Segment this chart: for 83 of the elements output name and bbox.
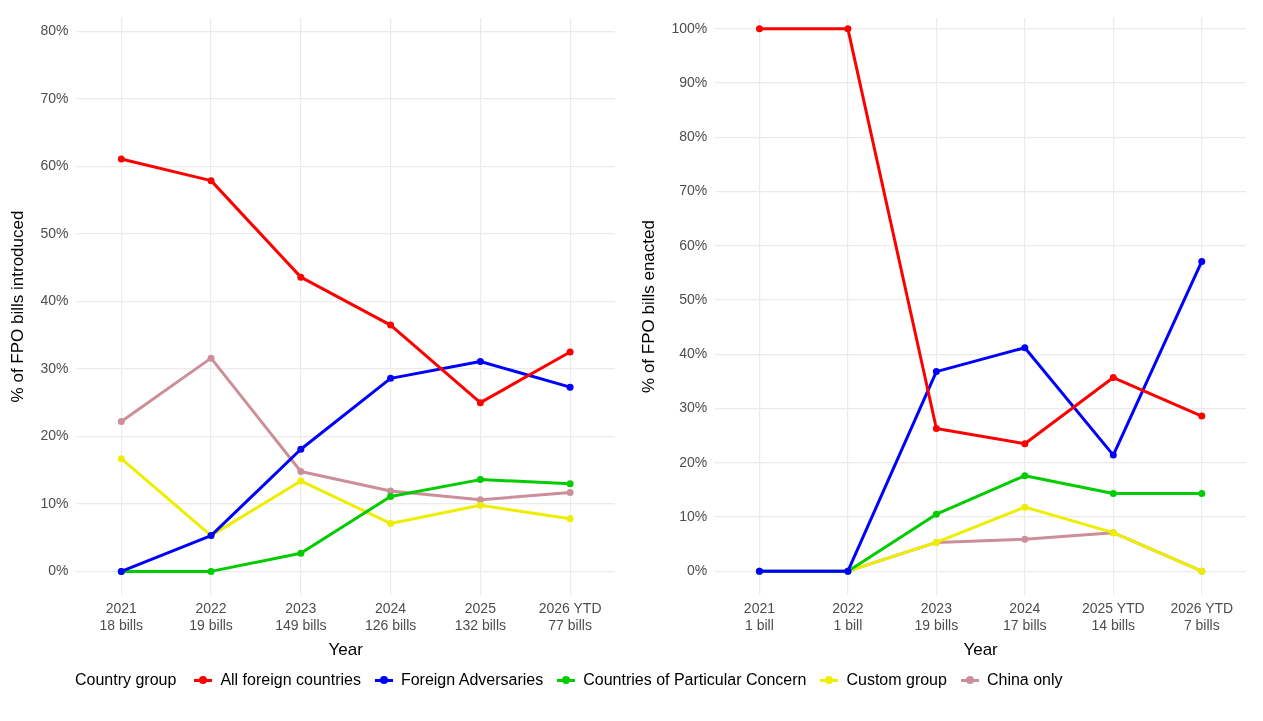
- y-tick-label: 80%: [40, 22, 69, 39]
- point: [476, 399, 484, 407]
- legend-label: Countries of Particular Concern: [583, 671, 807, 689]
- point: [387, 374, 395, 382]
- y-tick-label: 60%: [679, 236, 708, 253]
- y-tick-label: 0%: [686, 562, 708, 578]
- point: [297, 468, 305, 475]
- point: [387, 321, 395, 329]
- point: [1198, 490, 1206, 498]
- y-tick-label: 10%: [679, 507, 708, 524]
- y-axis-title: % of FPO bills introduced: [7, 210, 27, 403]
- point: [566, 515, 574, 523]
- legend-label: Foreign Adversaries: [400, 671, 544, 689]
- x-axis-title: Year: [963, 640, 999, 660]
- point: [476, 501, 484, 509]
- y-tick-label: 10%: [40, 494, 69, 511]
- y-axis-title: % of FPO bills enacted: [638, 220, 658, 393]
- x-tick-label: 2022 19 bills: [189, 600, 233, 634]
- legend-label: Custom group: [846, 671, 947, 689]
- point: [297, 549, 305, 557]
- x-tick-label: 2024 126 bills: [364, 600, 417, 634]
- point: [566, 488, 574, 496]
- x-tick-label: 2026 YTD 77 bills: [538, 600, 602, 634]
- point: [476, 496, 484, 504]
- point: [566, 383, 574, 391]
- x-tick-label: 2025 YTD 14 bills: [1081, 600, 1145, 634]
- point: [476, 476, 484, 484]
- y-tick-label: 30%: [40, 359, 69, 376]
- y-tick-label: 100%: [671, 19, 708, 36]
- point: [844, 25, 852, 33]
- y-tick-label: 70%: [40, 89, 69, 106]
- point: [117, 455, 125, 463]
- point: [755, 25, 763, 33]
- legend-label: China only: [986, 671, 1063, 689]
- point: [1198, 257, 1206, 265]
- point: [1021, 344, 1029, 352]
- x-tick-label: 2022 1 bill: [832, 600, 864, 634]
- x-tick-label: 2021 18 bills: [99, 600, 144, 634]
- point: [297, 273, 305, 281]
- y-tick-label: 50%: [679, 290, 708, 307]
- y-tick-label: 80%: [679, 128, 708, 145]
- y-tick-label: 70%: [679, 182, 708, 199]
- x-tick-label: 2023 149 bills: [275, 600, 327, 634]
- point: [387, 492, 395, 500]
- point: [207, 567, 215, 575]
- point: [932, 425, 940, 433]
- point: [1021, 440, 1029, 448]
- y-tick-label: 40%: [679, 345, 708, 362]
- y-tick-label: 40%: [40, 292, 69, 309]
- point: [476, 358, 484, 365]
- point: [1109, 490, 1117, 498]
- point: [207, 177, 215, 185]
- legend-title: Country group: [75, 671, 177, 689]
- x-tick-label: 2023 19 bills: [914, 600, 959, 634]
- y-tick-label: 20%: [40, 427, 69, 444]
- point: [1109, 451, 1117, 459]
- point: [1021, 472, 1029, 480]
- x-tick-label: 2021 1 bill: [743, 600, 776, 634]
- point: [117, 418, 125, 426]
- x-axis-title: Year: [328, 640, 364, 660]
- y-tick-label: 90%: [679, 73, 708, 90]
- y-tick-label: 60%: [40, 157, 69, 174]
- y-tick-label: 30%: [679, 399, 708, 416]
- legend-label: All foreign countries: [220, 671, 361, 689]
- x-tick-label: 2025 132 bills: [454, 600, 507, 634]
- point: [1021, 535, 1029, 543]
- point: [932, 368, 940, 376]
- x-tick-label: 2026 YTD 7 bills: [1170, 600, 1234, 634]
- point: [1109, 374, 1117, 382]
- point: [566, 348, 574, 356]
- point: [1021, 503, 1029, 511]
- point: [117, 155, 125, 163]
- point: [387, 519, 395, 527]
- y-tick-label: 0%: [48, 562, 69, 579]
- y-tick-label: 20%: [679, 453, 708, 470]
- point: [1198, 412, 1206, 420]
- x-tick-label: 2024 17 bills: [1003, 600, 1047, 634]
- point: [932, 510, 940, 518]
- y-tick-label: 50%: [40, 224, 69, 241]
- point: [566, 480, 574, 488]
- point: [297, 445, 305, 453]
- point: [297, 477, 305, 485]
- point: [207, 354, 215, 362]
